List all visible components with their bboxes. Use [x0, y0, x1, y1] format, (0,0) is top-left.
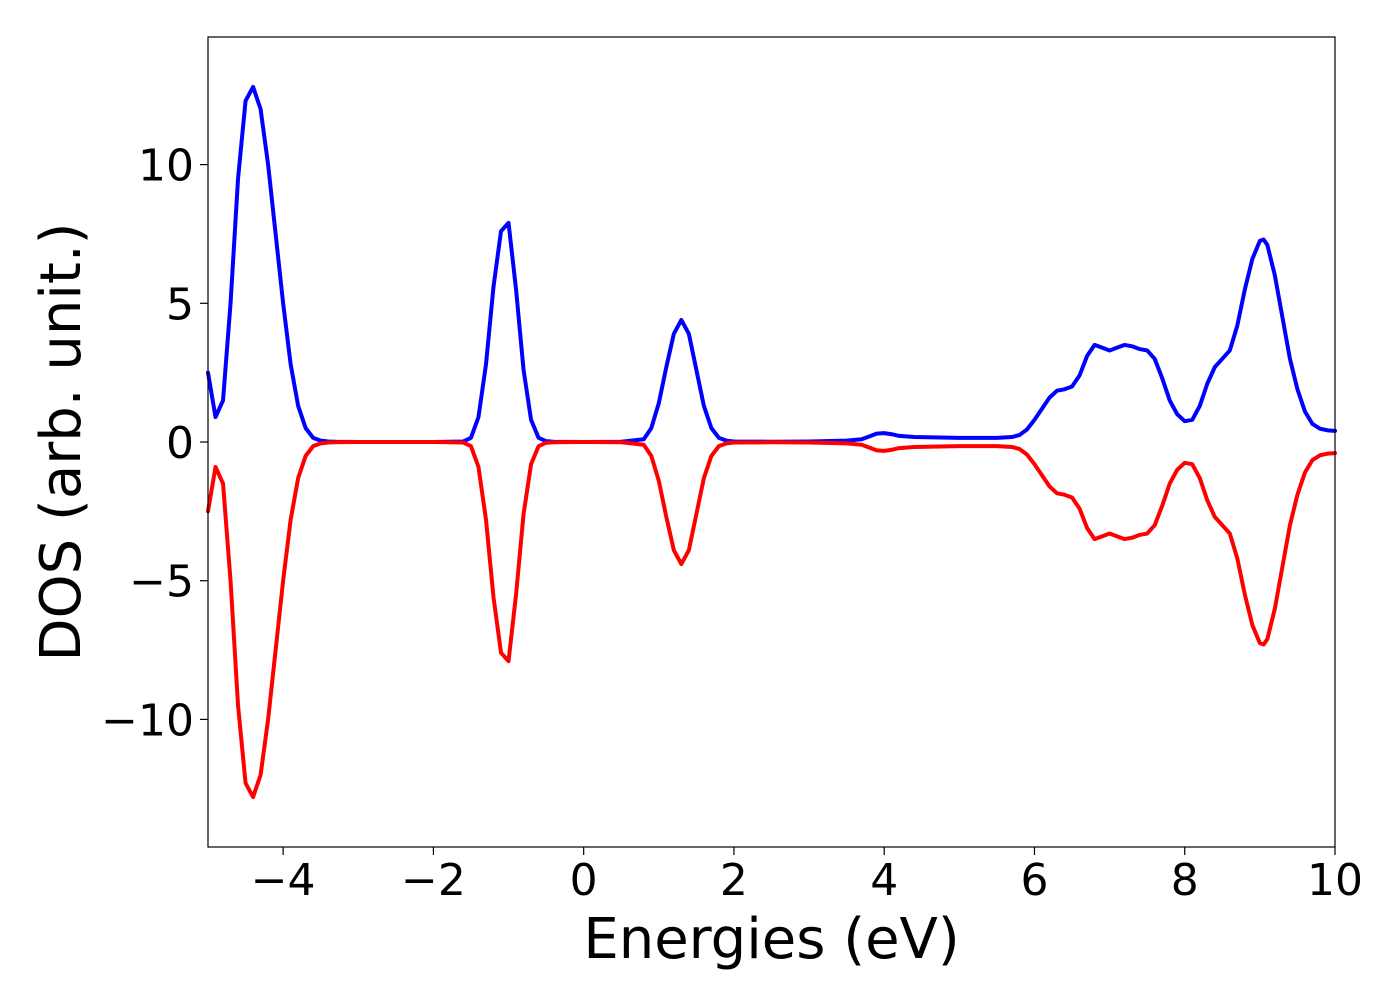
series-line-2	[206, 440, 1337, 800]
x-tick-label: 4	[870, 855, 898, 906]
x-axis-label: Energies (eV)	[583, 907, 959, 972]
x-tick-label: 8	[1171, 855, 1199, 906]
y-axis-label: DOS (arb. unit.)	[29, 222, 94, 661]
x-tick-label: −2	[401, 855, 466, 906]
y-tick-label: −10	[101, 695, 194, 746]
x-tick-label: −4	[251, 855, 316, 906]
x-tick-label: 0	[570, 855, 598, 906]
series-layer	[206, 84, 1337, 800]
y-tick-label: −5	[129, 557, 194, 608]
x-tick-label: 2	[720, 855, 748, 906]
y-tick-label: 5	[166, 279, 194, 330]
y-axis: −10 −5 0 5 10	[101, 141, 208, 746]
y-tick-label: 10	[138, 141, 194, 192]
x-tick-label: 6	[1020, 855, 1048, 906]
x-axis: −4 −2 0 2 4 6 8 10	[251, 847, 1363, 906]
y-tick-label: 0	[166, 418, 194, 469]
x-tick-label: 10	[1307, 855, 1363, 906]
